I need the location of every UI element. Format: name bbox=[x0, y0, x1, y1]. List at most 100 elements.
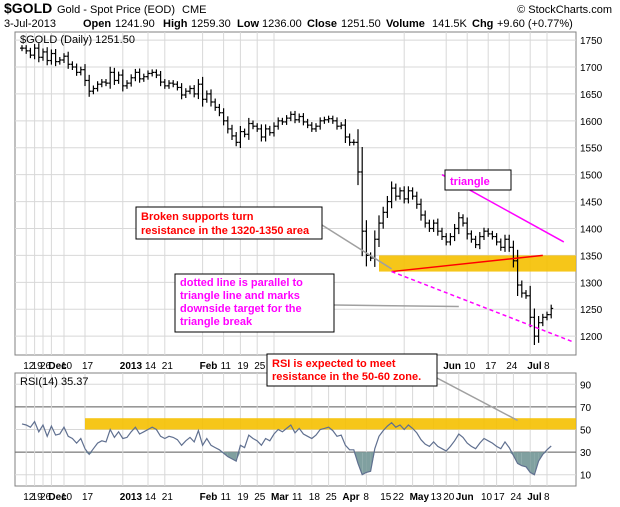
annotation-box bbox=[135, 206, 323, 240]
header-chg-label: Chg bbox=[472, 18, 493, 30]
price-bar bbox=[330, 115, 335, 124]
price-bar bbox=[83, 64, 87, 87]
price-bar bbox=[112, 67, 117, 85]
annotation-triangle: triangle bbox=[444, 169, 512, 191]
price-bar bbox=[36, 43, 41, 63]
annotation-text: triangle line and marks bbox=[180, 290, 300, 302]
date-tick-label: 14 bbox=[145, 492, 157, 503]
price-bar bbox=[335, 117, 339, 130]
price-bar bbox=[507, 234, 512, 252]
annotation-text: triangle bbox=[450, 176, 490, 188]
price-bar bbox=[389, 181, 394, 209]
price-bar bbox=[528, 285, 533, 328]
price-bar bbox=[74, 63, 79, 76]
price-bar bbox=[99, 79, 104, 88]
date-tick-label: 26 bbox=[40, 492, 52, 503]
date-tick-label: 17 bbox=[82, 492, 94, 503]
date-tick-label: 25 bbox=[254, 361, 266, 372]
annotation-box bbox=[444, 169, 512, 191]
price-bar bbox=[314, 123, 318, 132]
date-tick-label: 13 bbox=[431, 492, 443, 503]
price-bar bbox=[57, 56, 62, 65]
price-bar bbox=[540, 313, 545, 327]
rsi-oversold-fill bbox=[358, 452, 363, 475]
header-symbol: $GOLD bbox=[4, 0, 52, 16]
date-tick-label: 18 bbox=[309, 492, 321, 503]
rsi-oversold-fill bbox=[521, 452, 526, 467]
price-bar bbox=[293, 110, 297, 124]
rsi-oversold-fill bbox=[517, 452, 522, 466]
header-open-value: 1241.90 bbox=[115, 18, 155, 30]
price-bar bbox=[251, 120, 255, 130]
price-bar bbox=[158, 70, 163, 87]
price-bar bbox=[120, 69, 125, 92]
price-bar bbox=[360, 146, 365, 257]
price-bar bbox=[280, 117, 285, 125]
price-bar bbox=[309, 122, 314, 132]
price-bar bbox=[461, 214, 465, 227]
price-bar bbox=[524, 290, 528, 299]
rsi-oversold-fill bbox=[362, 452, 367, 475]
price-bar bbox=[301, 113, 306, 126]
price-bar bbox=[465, 217, 470, 240]
date-tick-label: 17 bbox=[82, 361, 94, 372]
price-bar bbox=[444, 233, 449, 246]
price-bar bbox=[108, 66, 113, 89]
price-bar bbox=[154, 69, 159, 79]
date-tick-label: Feb bbox=[200, 492, 218, 503]
price-panel: 1200 1250 1300 1350 1400 1450 1500 1550 1600 1650… bbox=[14, 31, 603, 356]
rsi-oversold-fill bbox=[534, 452, 539, 475]
header-name: Gold - Spot Price (EOD) bbox=[57, 4, 175, 16]
price-tick-label: 1550 bbox=[580, 144, 603, 155]
price-bar bbox=[66, 51, 71, 69]
price-bar bbox=[364, 220, 369, 267]
price-tick-label: 1500 bbox=[580, 171, 603, 182]
price-legend: $GOLD (Daily) 1251.50 bbox=[20, 34, 135, 46]
header-low-value: 1236.00 bbox=[262, 18, 302, 30]
header-high-label: High bbox=[163, 18, 188, 30]
annotation-text: dotted line is parallel to bbox=[180, 277, 303, 289]
price-bar bbox=[318, 117, 323, 130]
price-bar bbox=[200, 76, 205, 107]
price-bar bbox=[494, 233, 499, 246]
price-bar bbox=[381, 206, 386, 229]
price-bar bbox=[217, 103, 222, 117]
date-tick-label: 17 bbox=[485, 361, 497, 372]
annotation-text: RSI is expected to meet bbox=[272, 358, 396, 370]
price-bar bbox=[477, 232, 482, 250]
date-tick-label: 25 bbox=[254, 492, 266, 503]
price-bar bbox=[440, 227, 444, 241]
price-bar bbox=[141, 73, 146, 82]
price-bar bbox=[490, 230, 495, 240]
header-open-label: Open bbox=[83, 18, 111, 30]
header-watermark: © StockCharts.com bbox=[517, 4, 612, 16]
rsi-tick-label: 90 bbox=[580, 380, 592, 391]
price-bar bbox=[452, 223, 457, 242]
price-bar bbox=[230, 124, 234, 140]
price-bar bbox=[498, 238, 503, 251]
price-bar bbox=[423, 210, 428, 228]
price-bar bbox=[435, 218, 440, 236]
rsi-tick-label: 50 bbox=[580, 426, 592, 437]
header-chg-value: +9.60 (+0.77%) bbox=[497, 18, 573, 30]
rsi-tick-label: 70 bbox=[580, 403, 592, 414]
date-tick-label: Jul bbox=[527, 492, 542, 503]
price-tick-label: 1250 bbox=[580, 305, 603, 316]
header-close-value: 1251.50 bbox=[341, 18, 381, 30]
price-bar bbox=[91, 85, 96, 95]
date-tick-label: 15 bbox=[380, 492, 392, 503]
date-tick-label: 12 bbox=[23, 492, 35, 503]
price-bar bbox=[326, 115, 331, 123]
price-bar bbox=[242, 128, 247, 138]
price-bar bbox=[272, 122, 276, 137]
price-bar bbox=[209, 89, 213, 107]
price-bar bbox=[263, 124, 268, 142]
price-bar bbox=[188, 85, 192, 95]
price-bar bbox=[431, 219, 436, 232]
price-bar bbox=[175, 81, 180, 91]
rsi-oversold-fill bbox=[530, 452, 535, 475]
header-date: 3-Jul-2013 bbox=[4, 18, 56, 30]
price-bar bbox=[284, 115, 289, 125]
price-bar bbox=[104, 79, 108, 87]
price-bar bbox=[377, 215, 381, 248]
